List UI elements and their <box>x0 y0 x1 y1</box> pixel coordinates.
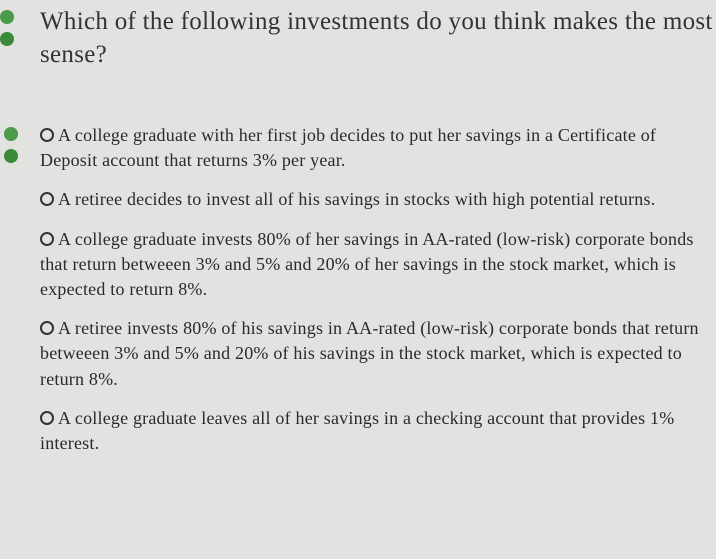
options-block: A college graduate with her first job de… <box>0 123 716 456</box>
bullet-icon <box>0 32 14 46</box>
option-text: A college graduate leaves all of her sav… <box>40 408 674 453</box>
question-text: Which of the following investments do yo… <box>40 6 716 71</box>
option-text: A college graduate with her first job de… <box>40 125 656 170</box>
radio-icon[interactable] <box>40 128 54 142</box>
bullet-icon <box>4 127 18 141</box>
option-text: A retiree invests 80% of his savings in … <box>40 318 699 388</box>
radio-icon[interactable] <box>40 411 54 425</box>
option-item: A retiree decides to invest all of his s… <box>40 187 716 212</box>
option-item: A retiree invests 80% of his savings in … <box>40 316 716 392</box>
option-text: A college graduate invests 80% of her sa… <box>40 229 694 299</box>
option-item: A college graduate invests 80% of her sa… <box>40 227 716 303</box>
bullet-icon <box>4 149 18 163</box>
option-item: A college graduate leaves all of her sav… <box>40 406 716 456</box>
bullet-icon <box>0 10 14 24</box>
radio-icon[interactable] <box>40 232 54 246</box>
radio-icon[interactable] <box>40 321 54 335</box>
option-item: A college graduate with her first job de… <box>40 123 716 173</box>
question-block: Which of the following investments do yo… <box>0 0 716 71</box>
option-text: A retiree decides to invest all of his s… <box>58 189 655 209</box>
radio-icon[interactable] <box>40 192 54 206</box>
